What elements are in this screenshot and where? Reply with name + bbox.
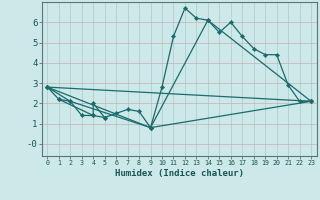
X-axis label: Humidex (Indice chaleur): Humidex (Indice chaleur): [115, 169, 244, 178]
